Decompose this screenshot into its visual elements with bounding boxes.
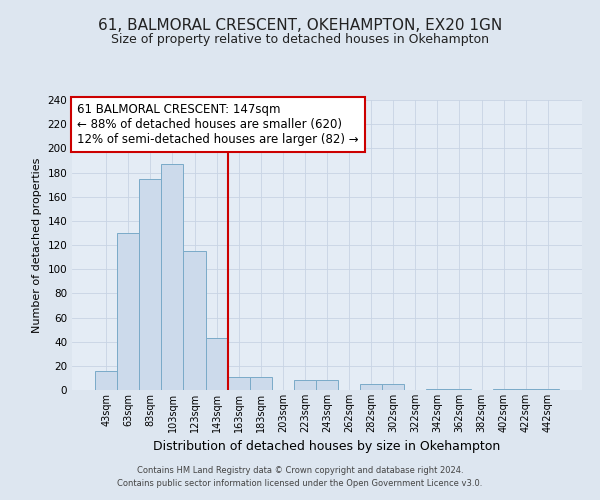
Text: Size of property relative to detached houses in Okehampton: Size of property relative to detached ho… [111, 32, 489, 46]
Bar [448, 389, 470, 390]
Text: 61 BALMORAL CRESCENT: 147sqm
← 88% of detached houses are smaller (620)
12% of s: 61 BALMORAL CRESCENT: 147sqm ← 88% of de… [77, 103, 359, 146]
Bar [139, 178, 161, 390]
Bar [117, 233, 139, 390]
Bar [360, 384, 382, 390]
Bar [493, 389, 515, 390]
Bar [250, 376, 272, 390]
Bar [537, 389, 559, 390]
Bar [382, 384, 404, 390]
Text: 61, BALMORAL CRESCENT, OKEHAMPTON, EX20 1GN: 61, BALMORAL CRESCENT, OKEHAMPTON, EX20 … [98, 18, 502, 32]
X-axis label: Distribution of detached houses by size in Okehampton: Distribution of detached houses by size … [154, 440, 500, 454]
Bar [184, 251, 206, 390]
Bar [294, 380, 316, 390]
Bar [206, 338, 227, 390]
Y-axis label: Number of detached properties: Number of detached properties [32, 158, 42, 332]
Bar [227, 376, 250, 390]
Bar [427, 389, 448, 390]
Text: Contains HM Land Registry data © Crown copyright and database right 2024.
Contai: Contains HM Land Registry data © Crown c… [118, 466, 482, 487]
Bar [95, 370, 117, 390]
Bar [515, 389, 537, 390]
Bar [316, 380, 338, 390]
Bar [161, 164, 184, 390]
